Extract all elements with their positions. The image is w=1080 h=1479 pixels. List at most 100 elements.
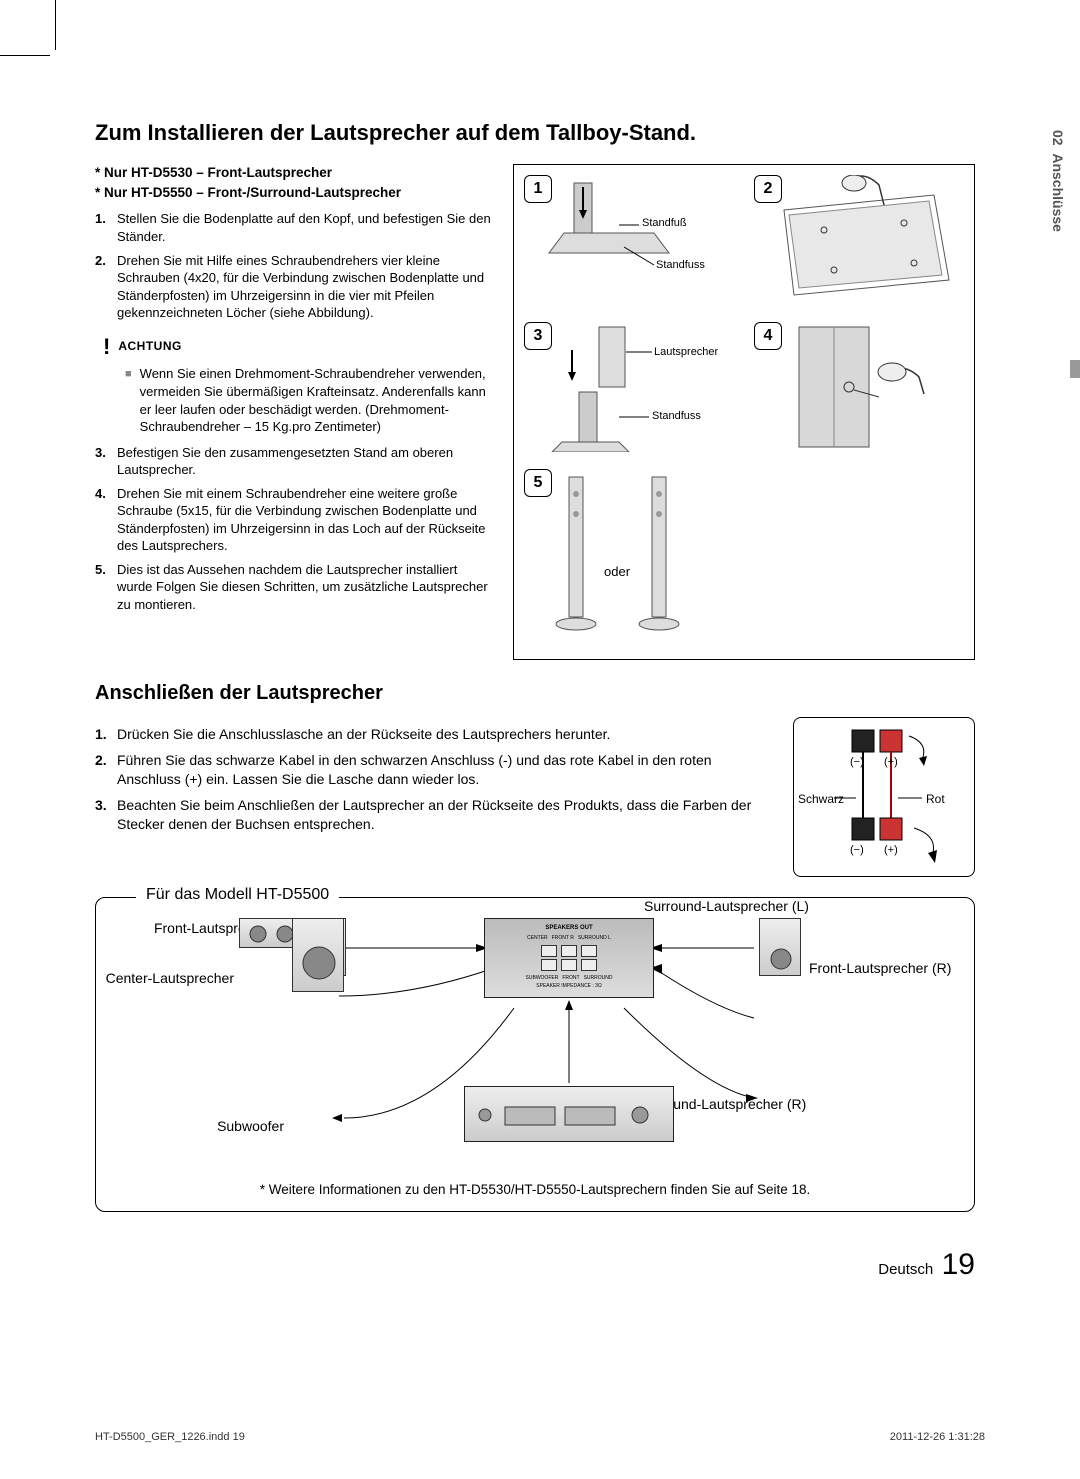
minus-label-bot: (−) [850, 844, 864, 856]
step-item: 2. Führen Sie das schwarze Kabel in den … [95, 751, 777, 790]
sub-section-title: Anschließen der Lautsprecher [95, 682, 975, 705]
label-standfuss-3: Standfuss [652, 410, 701, 422]
side-gray-block [1070, 360, 1080, 378]
diagram-1: 1 Standfuß Standfuss [524, 175, 734, 310]
step-text: Beachten Sie beim Anschließen der Lautsp… [117, 796, 777, 835]
port-front-r: FRONT R [552, 935, 574, 941]
step-text: Befestigen Sie den zusammengesetzten Sta… [117, 444, 495, 479]
schwarz-label: Schwarz [798, 792, 844, 806]
step-text: Dies ist das Aussehen nachdem die Lautsp… [117, 561, 495, 614]
diagram-step-num: 3 [524, 322, 552, 350]
warning-icon: ! [103, 332, 110, 362]
step-item: 1. Drücken Sie die Anschlusslasche an de… [95, 725, 777, 745]
step-num: 1. [95, 210, 117, 245]
side-tab-label: Anschlüsse [1050, 153, 1066, 232]
side-tab: 02 Anschlüsse [1038, 130, 1066, 232]
diagram-3: 3 Lautsprecher Standfuss [524, 322, 734, 457]
speaker-subwoofer-box [292, 918, 344, 992]
fieldset-legend: Für das Modell HT-D5500 [136, 886, 339, 904]
step-text: Drehen Sie mit Hilfe eines Schraubendreh… [117, 252, 495, 322]
step-num: 5. [95, 561, 117, 614]
step-num: 3. [95, 444, 117, 479]
doc-footer-right: 2011-12-26 1:31:28 [890, 1431, 985, 1443]
port-front: FRONT [562, 975, 579, 981]
page-lang: Deutsch [878, 1261, 933, 1278]
connect-row: 1. Drücken Sie die Anschlusslasche an de… [95, 717, 975, 877]
diagram-4: 4 [754, 322, 964, 457]
step-num: 3. [95, 796, 117, 835]
step-text: Führen Sie das schwarze Kabel in den sch… [117, 751, 777, 790]
achtung-label: ACHTUNG [118, 338, 182, 354]
achtung-text: Wenn Sie einen Drehmoment-Schraubendrehe… [140, 365, 495, 435]
doc-footer-left: HT-D5500_GER_1226.indd 19 [95, 1431, 245, 1443]
subhead-1: * Nur HT-D5530 – Front-Lautsprecher [95, 164, 495, 182]
label-standfuss-top: Standfuß [642, 217, 687, 229]
step-num: 1. [95, 725, 117, 745]
diagram-column: 1 Standfuß Standfuss 2 [513, 164, 975, 660]
diagram-4-svg [754, 322, 964, 452]
page-num: 19 [942, 1248, 975, 1281]
diagram-step-num: 1 [524, 175, 552, 203]
connect-steps-list: 1. Drücken Sie die Anschlusslasche an de… [95, 725, 777, 835]
step-num: 2. [95, 252, 117, 322]
label-standfuss: Standfuss [656, 259, 705, 271]
instructions-column: * Nur HT-D5530 – Front-Lautsprecher * Nu… [95, 164, 495, 660]
label-lautsprecher: Lautsprecher [654, 346, 718, 358]
step-text: Drücken Sie die Anschlusslasche an der R… [117, 725, 610, 745]
connect-steps: 1. Drücken Sie die Anschlusslasche an de… [95, 717, 777, 877]
terminal-figure: (−) (+) Schwarz Rot (−) (+) [793, 717, 975, 877]
diagram-grid: 1 Standfuß Standfuss 2 [524, 175, 964, 649]
subhead-2: * Nur HT-D5550 – Front-/Surround-Lautspr… [95, 184, 495, 202]
diagram-step-num: 5 [524, 469, 552, 497]
step-item: 1. Stellen Sie die Bodenplatte auf den K… [95, 210, 495, 245]
diagram-3-svg [524, 322, 734, 452]
speakers-out-label: SPEAKERS OUT [485, 925, 653, 931]
port-center: CENTER [527, 935, 548, 941]
steps-list-a: 1. Stellen Sie die Bodenplatte auf den K… [95, 210, 495, 321]
side-tab-num: 02 [1050, 130, 1066, 146]
achtung-row: ! ACHTUNG [103, 332, 495, 362]
steps-list-b: 3. Befestigen Sie den zusammengesetzten … [95, 444, 495, 614]
hub-bottom-unit [464, 1086, 674, 1142]
square-bullet-icon: ■ [125, 365, 132, 435]
step-text: Stellen Sie die Bodenplatte auf den Kopf… [117, 210, 495, 245]
hub-diagram: Front-Lautsprecher (L) Center-Lautsprech… [114, 918, 956, 1168]
step-num: 2. [95, 751, 117, 790]
diagram-step-num: 4 [754, 322, 782, 350]
port-surround: SURROUND [584, 975, 613, 981]
impedance-label: SPEAKER IMPEDANCE : 3Ω [485, 983, 653, 989]
port-surround-l: SURROUND L [578, 935, 611, 941]
diagram-5-svg [524, 469, 734, 644]
port-subwoofer: SUBWOOFER [526, 975, 559, 981]
speaker-surround-r-box [759, 918, 801, 976]
step-item: 2. Drehen Sie mit Hilfe eines Schraubend… [95, 252, 495, 322]
model-footnote: * Weitere Informationen zu den HT-D5530/… [114, 1182, 956, 1197]
diagram-2-svg [754, 175, 964, 305]
step-text: Drehen Sie mit einem Schraubendreher ein… [117, 485, 495, 555]
plus-label-bot: (+) [884, 844, 898, 856]
diagram-2: 2 [754, 175, 964, 310]
step-item: 3. Beachten Sie beim Anschließen der Lau… [95, 796, 777, 835]
rot-label: Rot [926, 792, 945, 806]
two-column-layout: * Nur HT-D5530 – Front-Lautsprecher * Nu… [95, 164, 975, 660]
label-oder: oder [604, 564, 630, 579]
label-center: Center-Lautsprecher [84, 970, 234, 987]
step-num: 4. [95, 485, 117, 555]
page-content: Zum Installieren der Lautsprecher auf de… [95, 120, 975, 1212]
label-subwoofer: Subwoofer [174, 1118, 284, 1135]
diagram-step-num: 2 [754, 175, 782, 203]
section-title: Zum Installieren der Lautsprecher auf de… [95, 120, 975, 146]
diagram-1-svg [524, 175, 734, 305]
model-fieldset: Für das Modell HT-D5500 [95, 897, 975, 1212]
label-surround-r: Surround-Lautsprecher (R) [639, 1096, 879, 1113]
achtung-bullet: ■ Wenn Sie einen Drehmoment-Schraubendre… [125, 365, 495, 435]
page-number: Deutsch 19 [878, 1248, 975, 1282]
label-front-r: Front-Lautsprecher (R) [809, 960, 969, 977]
step-item: 3. Befestigen Sie den zusammengesetzten … [95, 444, 495, 479]
step-item: 4. Drehen Sie mit einem Schraubendreher … [95, 485, 495, 555]
step-item: 5. Dies ist das Aussehen nachdem die Lau… [95, 561, 495, 614]
diagram-5: 5 oder [524, 469, 734, 649]
minus-label-top: (−) [850, 756, 864, 768]
hub-center-unit: SPEAKERS OUT CENTER FRONT R SURROUND L S… [484, 918, 654, 998]
plus-label-top: (+) [884, 756, 898, 768]
